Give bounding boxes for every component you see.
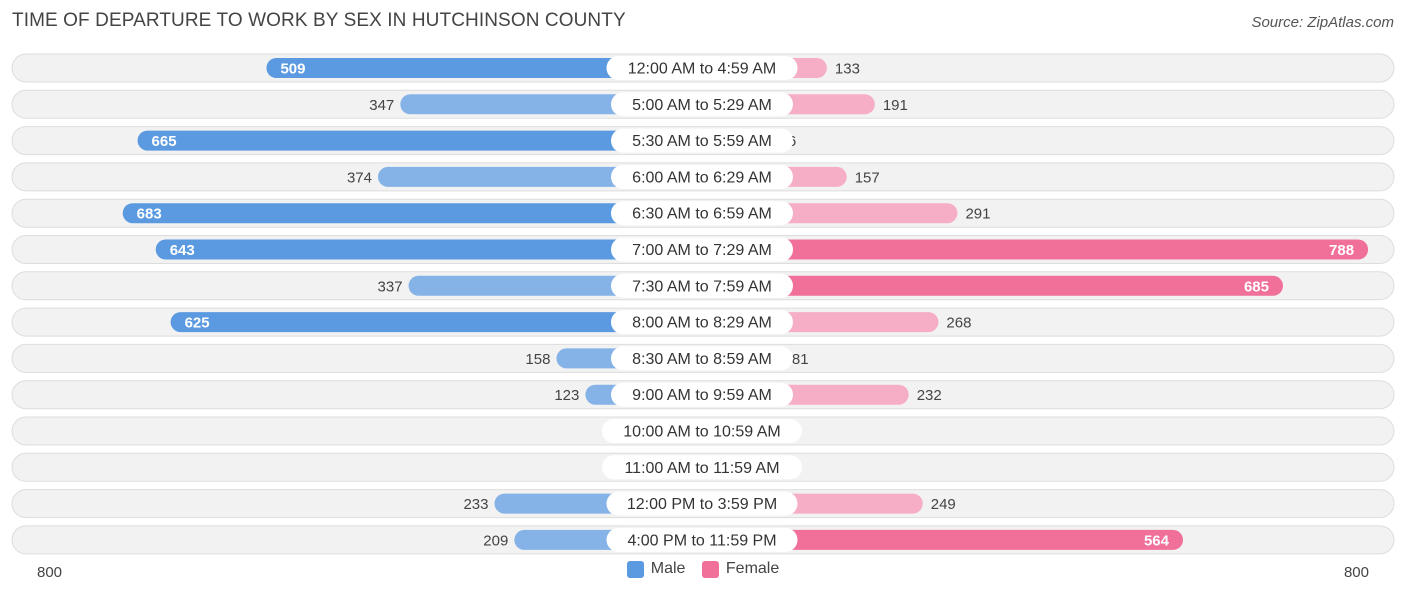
category-pill [611,201,793,226]
female-value-label: 157 [855,169,880,186]
female-bar [702,275,1283,296]
category-label: 7:30 AM to 7:59 AM [632,278,772,295]
category-pill [611,382,793,407]
legend-item-female[interactable]: Female [701,560,780,578]
category-pill [611,164,793,189]
axis-max-label: 800 [1344,564,1369,581]
female-bar [702,529,1184,550]
male-value-label: 233 [463,496,488,513]
category-pill [606,56,798,80]
female-value-label: 232 [917,387,942,404]
category-label: 4:00 PM to 11:59 PM [627,532,776,549]
category-pill [611,273,793,298]
category-label: 6:30 AM to 6:59 AM [632,206,772,223]
category-pill [602,419,802,443]
male-value-label: 665 [152,133,177,150]
legend-item-male[interactable]: Male [626,560,686,578]
category-label: 8:30 AM to 8:59 AM [632,351,772,368]
male-value-label: 625 [185,315,210,332]
category-pill [611,92,793,117]
category-label: 12:00 PM to 3:59 PM [627,496,777,513]
male-value-label: 123 [554,387,579,404]
female-value-label: 191 [883,97,908,114]
category-label: 10:00 AM to 10:59 AM [623,424,780,441]
category-pill [611,310,793,335]
category-label: 6:00 AM to 6:29 AM [632,169,772,186]
axis-min-label: 800 [37,564,62,581]
category-label: 12:00 AM to 4:59 AM [628,61,777,78]
category-pill [606,491,798,516]
female-value-label: 788 [1329,242,1354,259]
female-bar [702,239,1369,260]
category-pill [611,237,793,262]
source-credit: Source: ZipAtlas.com [1251,14,1394,31]
legend: Male Female [0,560,1406,583]
category-pill [602,455,802,480]
male-bar [137,130,702,151]
category-pill [611,128,793,153]
category-label: 8:00 AM to 8:29 AM [632,315,772,332]
male-value-label: 337 [378,278,403,295]
male-value-label: 347 [369,97,394,114]
legend-label-male: Male [650,560,686,577]
male-value-label: 209 [483,532,508,549]
category-label: 5:30 AM to 5:59 AM [632,133,772,150]
male-bar [170,312,702,333]
male-value-label: 158 [525,351,550,368]
category-pill [611,346,793,371]
male-value-label: 374 [347,169,372,186]
category-label: 9:00 AM to 9:59 AM [632,387,772,404]
legend-swatch-male [626,560,644,578]
female-value-label: 81 [792,351,809,368]
male-bar [155,239,702,260]
female-value-label: 564 [1144,532,1170,549]
male-value-label: 683 [137,206,162,223]
category-pill [606,527,798,552]
chart-title: TIME OF DEPARTURE TO WORK BY SEX IN HUTC… [12,10,626,31]
female-value-label: 249 [931,496,956,513]
female-value-label: 291 [965,206,990,223]
female-value-label: 268 [946,315,971,332]
category-label: 11:00 AM to 11:59 AM [624,460,779,477]
legend-label-female: Female [725,560,780,577]
female-value-label: 685 [1244,278,1269,295]
male-value-label: 643 [170,242,195,259]
legend-swatch-female [701,560,719,578]
female-value-label: 133 [835,61,860,78]
male-value-label: 509 [280,61,305,78]
male-bar [266,58,702,78]
category-label: 5:00 AM to 5:29 AM [632,97,772,114]
male-bar [122,203,702,224]
category-label: 7:00 AM to 7:29 AM [632,242,772,259]
